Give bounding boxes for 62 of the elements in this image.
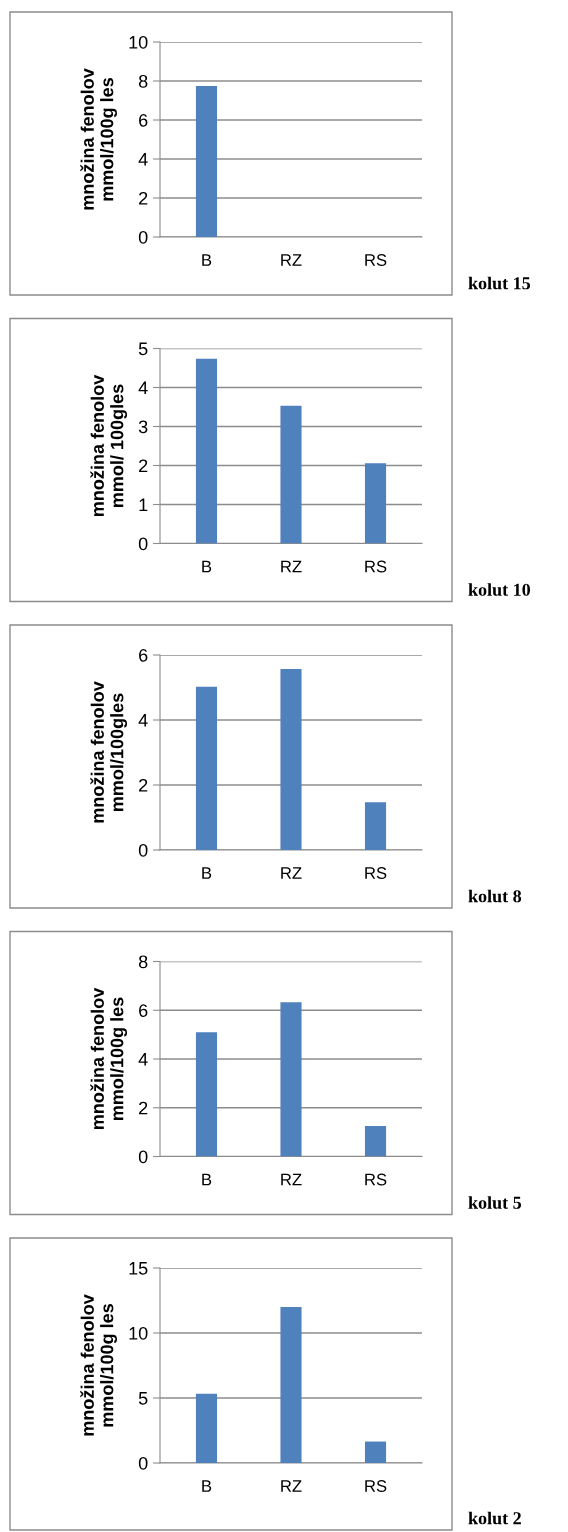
y-tick-label: 2: [139, 191, 148, 205]
bar: [280, 1307, 302, 1463]
x-tick-label: RS: [365, 1480, 387, 1492]
y-tick-label: 4: [138, 714, 148, 727]
bar: [195, 686, 218, 850]
bar: [195, 1032, 218, 1157]
y-tick-label: 5: [138, 1392, 148, 1405]
y-tick-label: 3: [138, 420, 148, 434]
x-tick-label: RZ: [281, 254, 302, 266]
y-tick-label: 2: [139, 778, 148, 792]
y-tick-label: 5: [138, 342, 148, 356]
x-tick-label: RS: [365, 867, 387, 879]
x-tick-label: RZ: [281, 560, 302, 573]
bar: [195, 358, 218, 544]
bar: [280, 668, 302, 850]
x-tick-label: RS: [365, 254, 387, 266]
bar: [364, 1126, 387, 1157]
x-tick-label: B: [202, 254, 212, 266]
y-tick-label: 6: [139, 648, 148, 662]
x-tick-label: B: [202, 1173, 212, 1186]
bar: [364, 463, 387, 544]
x-tick-label: RZ: [281, 867, 302, 879]
text: kolut 5: [468, 1196, 522, 1209]
y-tick-label: 0: [138, 843, 148, 857]
bar: [280, 405, 302, 544]
x-tick-label: RZ: [281, 1480, 302, 1492]
x-tick-label: RS: [365, 560, 387, 573]
y-tick-label: 2: [139, 1101, 148, 1115]
text: kolut 2: [468, 1511, 521, 1525]
y-tick-label: 0: [138, 1150, 148, 1164]
text: kolut 8: [468, 889, 522, 903]
x-tick-label: B: [202, 867, 212, 879]
y-tick-label: 4: [138, 153, 148, 166]
x-tick-label: B: [202, 560, 212, 573]
y-tick-label: 15: [129, 1262, 148, 1275]
y-axis-title: množina fenolov mmol/100gles: [90, 681, 128, 823]
y-tick-label: 6: [139, 1004, 148, 1017]
y-tick-label: 1: [139, 498, 148, 512]
bar: [280, 1002, 302, 1157]
y-tick-label: 4: [138, 381, 148, 395]
y-axis-title: množina fenolov mmol/100g les: [80, 68, 117, 210]
y-tick-label: 0: [138, 537, 148, 551]
bar: [364, 1441, 387, 1463]
y-tick-label: 2: [139, 459, 148, 473]
y-tick-label: 6: [139, 113, 148, 127]
text: kolut 15: [468, 276, 531, 290]
y-tick-label: 8: [138, 955, 148, 969]
y-tick-label: 10: [129, 1326, 148, 1340]
y-axis-title: množina fenolov mmol/ 100gles: [90, 374, 128, 517]
y-tick-label: 4: [138, 1053, 148, 1066]
text: kolut 10: [468, 583, 531, 596]
y-axis-title: množina fenolov mmol/100g les: [80, 1294, 117, 1436]
bar: [195, 1393, 218, 1463]
y-axis-title: množina fenolov mmol/100g les: [90, 987, 128, 1130]
y-tick-label: 0: [138, 230, 148, 244]
x-tick-label: RS: [365, 1173, 387, 1186]
y-tick-label: 10: [129, 35, 148, 49]
y-tick-label: 8: [138, 74, 148, 88]
y-tick-label: 0: [138, 1456, 148, 1470]
x-tick-label: RZ: [281, 1173, 302, 1186]
x-tick-label: B: [202, 1480, 212, 1492]
bar: [364, 802, 387, 850]
